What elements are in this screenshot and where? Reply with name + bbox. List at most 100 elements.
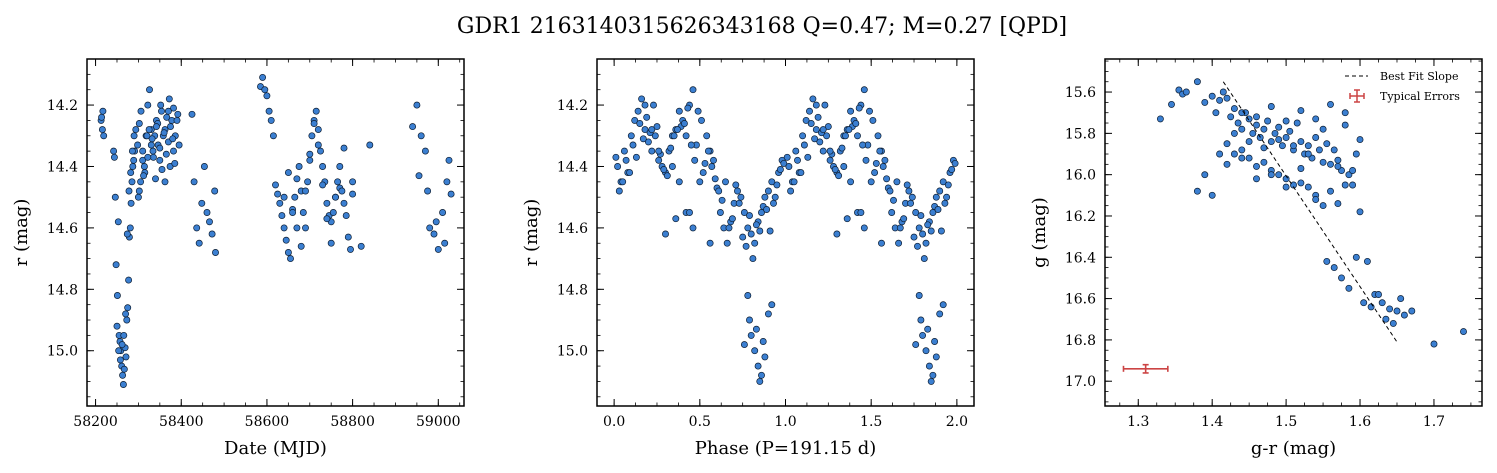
light-curve-point — [323, 215, 331, 223]
light-curve-point — [203, 209, 211, 216]
phase-fold-point — [802, 116, 810, 124]
color-magnitude-point — [1363, 257, 1371, 265]
color-magnitude-point — [1238, 125, 1246, 133]
phase-fold-point — [619, 178, 627, 186]
light-curve-point — [156, 156, 164, 164]
light-curve-point — [130, 132, 138, 140]
phase-fold-point — [842, 132, 849, 140]
light-curve-frame — [86, 58, 465, 407]
phase-fold-point — [715, 187, 723, 195]
light-curve-point — [139, 147, 147, 155]
light-curve-point — [167, 123, 174, 131]
light-curve-point — [284, 249, 292, 256]
color-magnitude-point — [1319, 125, 1327, 133]
light-curve-point — [261, 86, 269, 94]
phase-fold-point — [643, 113, 651, 121]
color-magnitude-point — [1430, 340, 1438, 348]
color-magnitude-point — [1156, 115, 1164, 123]
phase-fold-point — [662, 230, 669, 238]
phase-fold-point — [907, 199, 915, 207]
light-curve-point — [128, 178, 136, 186]
phase-fold-point — [754, 362, 762, 370]
y-tick-label: 14.4 — [557, 159, 588, 175]
phase-fold-point — [758, 371, 765, 379]
light-curve-point — [413, 101, 421, 109]
color-magnitude-point — [1334, 156, 1342, 164]
phase-fold-point — [629, 141, 637, 149]
color-magnitude-point — [1208, 191, 1216, 199]
x-tick-label: 0.0 — [603, 414, 625, 430]
phase-fold-point — [701, 159, 709, 167]
phase-fold-point — [812, 126, 820, 134]
light-curve-point — [302, 187, 309, 195]
color-magnitude-point — [1315, 146, 1323, 154]
light-curve-point — [123, 316, 131, 324]
light-curve-point — [145, 126, 153, 134]
light-curve-point — [421, 147, 429, 155]
light-curve-point — [306, 156, 314, 164]
phase-fold-point — [710, 156, 717, 164]
light-curve-point — [293, 175, 301, 183]
color-magnitude-point — [1275, 136, 1283, 144]
light-curve-point — [126, 224, 134, 232]
phase-fold-point — [768, 178, 776, 186]
phase-fold-point — [929, 371, 937, 379]
phase-fold-point — [800, 141, 808, 149]
phase-fold-point — [939, 301, 947, 309]
phase-fold-point — [759, 338, 767, 345]
light-curve-point — [323, 199, 331, 207]
phase-fold-point — [867, 178, 875, 186]
light-curve-point — [158, 107, 165, 115]
phase-fold-point — [739, 233, 747, 241]
phase-fold-point — [638, 95, 646, 103]
color-magnitude-point — [1360, 299, 1368, 307]
phase-fold-point — [912, 341, 920, 349]
phase-fold-point — [634, 107, 642, 115]
phase-fold-point — [615, 187, 623, 195]
color-magnitude-point — [1341, 121, 1349, 129]
light-curve-point — [127, 169, 135, 177]
color-magnitude-point — [1227, 113, 1235, 121]
color-magnitude-point — [1393, 307, 1401, 315]
light-curve-point — [134, 193, 142, 201]
color-magnitude-point — [1253, 113, 1260, 121]
phase-fold-point — [689, 86, 697, 94]
light-curve-point — [137, 107, 145, 115]
color-magnitude-point — [1389, 319, 1397, 327]
y-tick-label: 14.2 — [47, 98, 78, 114]
phase-fold-point — [723, 239, 731, 247]
phase-fold-point — [689, 224, 697, 232]
phase-fold-point — [667, 144, 675, 152]
phase-fold-point — [675, 178, 683, 186]
color-magnitude-point — [1345, 284, 1353, 292]
light-curve-point — [259, 73, 267, 81]
phase-fold-point — [706, 239, 714, 247]
phase-fold-point — [925, 362, 933, 370]
light-curve-point — [160, 129, 168, 137]
color-magnitude-point — [1334, 200, 1342, 208]
legend-error-label: Typical Errors — [1380, 90, 1460, 103]
color-magnitude-point — [1334, 162, 1342, 170]
phase-fold-point — [787, 187, 795, 195]
phase-fold-point — [746, 212, 753, 220]
y-tick-label: 16.8 — [1065, 333, 1096, 349]
light-curve-point — [188, 110, 196, 118]
phase-fold-point — [878, 239, 885, 247]
light-curve-point — [98, 113, 106, 121]
light-curve-point — [334, 178, 342, 186]
phase-fold-point — [756, 377, 764, 385]
color-magnitude-point — [1290, 142, 1297, 150]
light-curve-point — [208, 230, 216, 238]
phase-fold-point — [632, 153, 640, 161]
light-curve-point — [336, 163, 344, 170]
color-magnitude-point — [1327, 160, 1334, 168]
phase-fold-point — [823, 132, 831, 140]
light-curve-point — [302, 224, 309, 232]
color-magnitude-point — [1245, 138, 1253, 146]
phase-fold-point — [927, 377, 935, 385]
light-curve-point — [329, 209, 337, 216]
light-curve-point — [344, 233, 352, 241]
phase-fold-point — [903, 181, 911, 189]
light-curve-point — [146, 86, 153, 94]
light-curve-point — [426, 224, 434, 232]
